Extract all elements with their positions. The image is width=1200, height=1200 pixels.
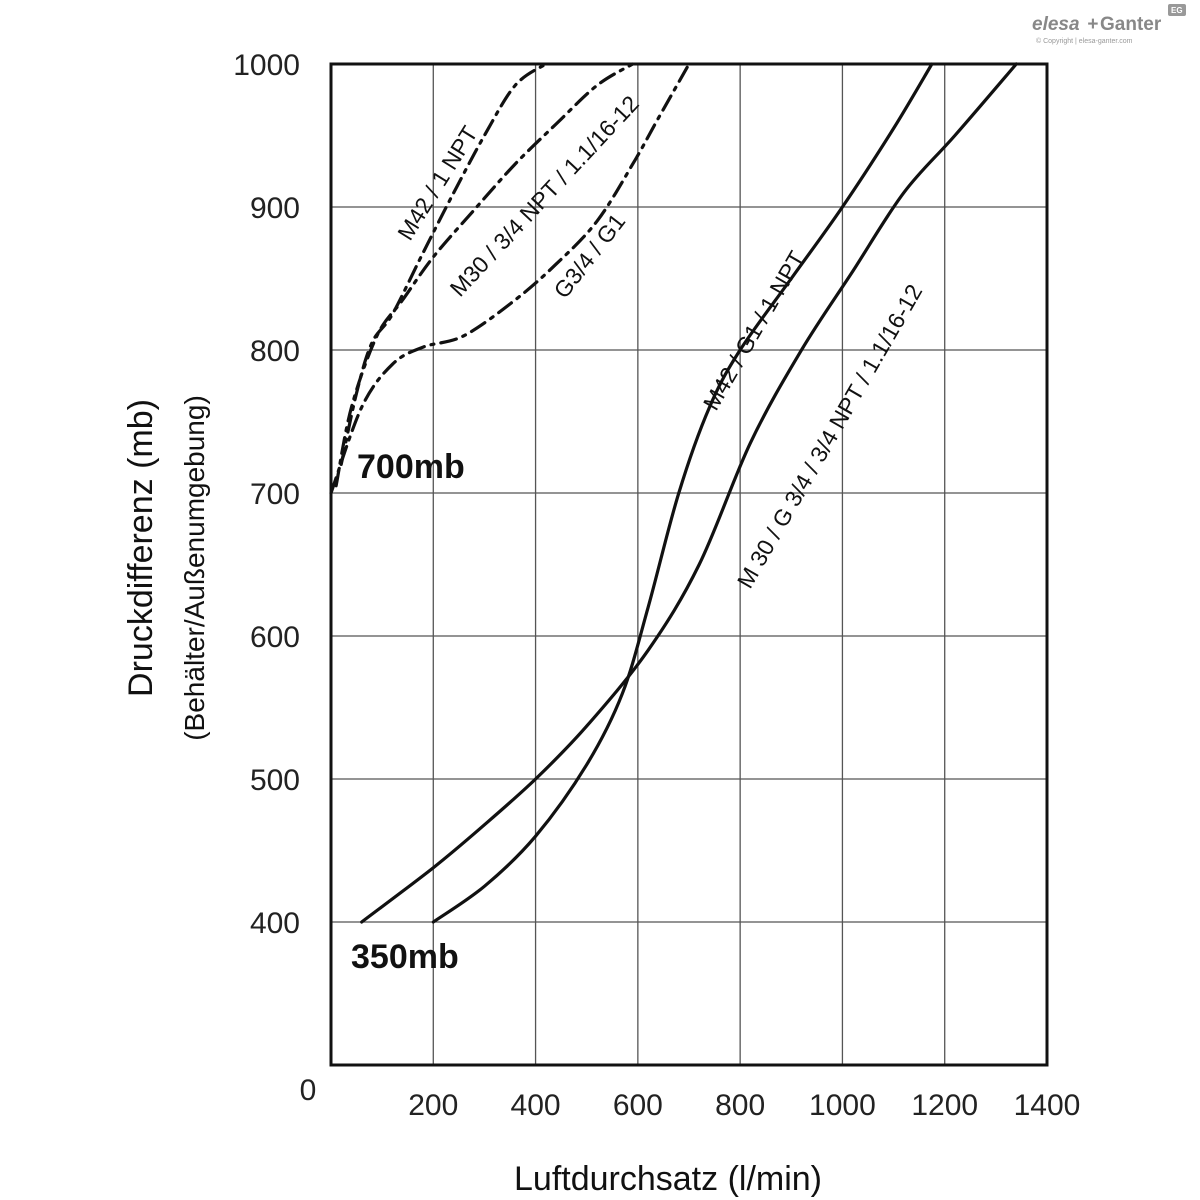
series-line-2 [334,62,635,488]
x-tick-label: 1000 [809,1089,876,1122]
series-group [329,62,1018,924]
y-tick-label: 700 [250,478,300,511]
tick-labels: 200 400 600 800 1000 1200 1400 400 500 600 700 800 9… [233,49,1080,1122]
series-line-3 [329,62,691,495]
plot-frame [329,62,1049,1067]
y-axis-title: Druckdifferenz (mb) [122,399,160,697]
series-line-4 [431,62,934,924]
grid-lines [331,64,1047,1065]
y-tick-label: 800 [250,335,300,368]
annotation-700mb: 700mb [357,448,465,486]
series-label-g34-g1: G3/4 / G1 [548,208,630,303]
series-line-5 [360,62,1018,924]
x-tick-label: 200 [408,1089,458,1122]
annotation-350mb: 350mb [351,938,459,976]
series-line-1 [339,62,548,466]
y-tick-label: 900 [250,192,300,225]
origin-label: 0 [300,1074,317,1107]
brand-logo: elesa + Ganter EG © Copyright | elesa-ga… [1032,4,1186,45]
x-tick-label: 800 [715,1089,765,1122]
brand-badge: EG [1171,6,1183,15]
brand-logo-ganter: Ganter [1100,14,1162,35]
brand-logo-plus: + [1087,14,1098,35]
brand-badge-shape [1168,4,1186,16]
brand-copyright: © Copyright | elesa-ganter.com [1036,37,1133,45]
y-tick-label: 1000 [233,49,300,82]
brand-logo-elesa: elesa [1032,14,1080,35]
x-tick-label: 1400 [1014,1089,1081,1122]
x-tick-label: 400 [511,1089,561,1122]
y-tick-label: 500 [250,764,300,797]
x-tick-label: 1200 [911,1089,978,1122]
series-label-m42-g1-1npt: M42 / G1 / 1 NPT [698,247,810,415]
y-axis-subtitle: (Behälter/Außenumgebung) [179,395,210,741]
y-tick-label: 600 [250,621,300,654]
x-axis-title: Luftdurchsatz (l/min) [514,1160,822,1198]
y-tick-label: 400 [250,907,300,940]
series-label-m42-1npt: M42 / 1 NPT [392,121,482,244]
x-tick-label: 600 [613,1089,663,1122]
